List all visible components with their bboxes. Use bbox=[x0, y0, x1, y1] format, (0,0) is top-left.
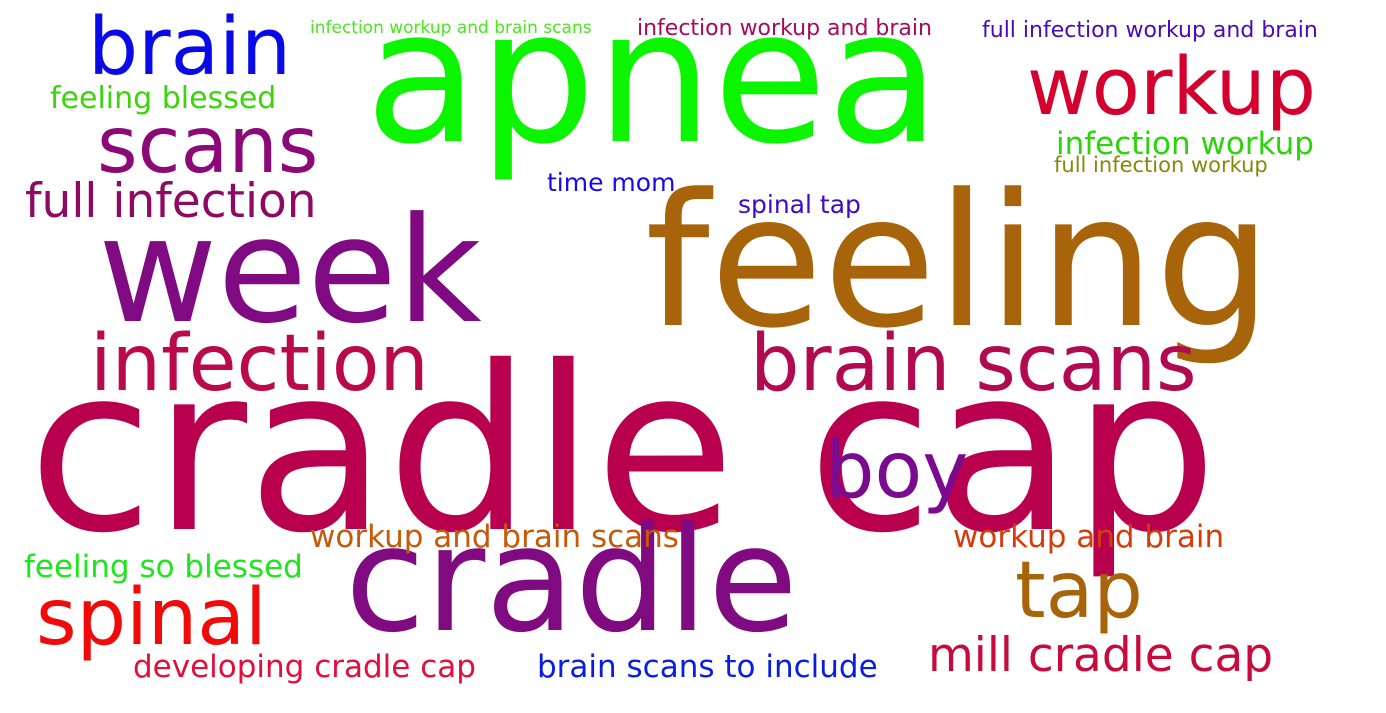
word-scans: scans bbox=[97, 101, 319, 191]
word-cradle-cap: cradle cap bbox=[28, 317, 1218, 583]
word-spinal-tap: spinal tap bbox=[738, 190, 861, 219]
word-time-mom: time mom bbox=[547, 168, 676, 197]
word-developing-cradle-cap: developing cradle cap bbox=[133, 649, 476, 685]
word-workup-and-brain: workup and brain bbox=[953, 519, 1225, 555]
word-full-infection-workup: full infection workup bbox=[1054, 153, 1268, 177]
word-cradle: cradle bbox=[345, 495, 798, 665]
word-spinal: spinal bbox=[36, 573, 267, 663]
word-mill-cradle-cap: mill cradle cap bbox=[928, 628, 1274, 683]
word-apnea: apnea bbox=[365, 0, 941, 185]
word-week: week bbox=[98, 186, 482, 356]
word-feeling-blessed: feeling blessed bbox=[50, 81, 277, 116]
word-full-infection-workup-and-brain: full infection workup and brain bbox=[982, 18, 1318, 43]
word-infection: infection bbox=[90, 319, 429, 409]
word-feeling: feeling bbox=[645, 155, 1272, 369]
word-infection-workup-and-brain: infection workup and brain bbox=[637, 16, 932, 41]
word-brain-scans: brain scans bbox=[750, 319, 1197, 409]
word-tap: tap bbox=[1015, 546, 1143, 636]
word-boy: boy bbox=[825, 426, 969, 516]
word-feeling-so-blessed: feeling so blessed bbox=[24, 549, 303, 585]
word-infection-workup-and-brain-scans: infection workup and brain scans bbox=[310, 18, 592, 38]
word-workup-and-brain-scans: workup and brain scans bbox=[310, 519, 679, 555]
word-full-infection: full infection bbox=[25, 174, 317, 229]
word-brain: brain bbox=[88, 1, 292, 93]
word-infection-workup: infection workup bbox=[1056, 126, 1314, 162]
word-workup: workup bbox=[1027, 41, 1316, 133]
word-brain-scans-to-include: brain scans to include bbox=[537, 649, 878, 685]
